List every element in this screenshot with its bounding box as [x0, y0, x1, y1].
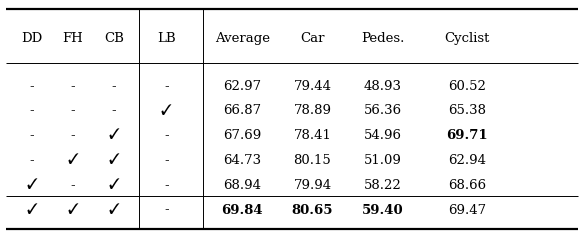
Text: ✓: ✓ [109, 179, 119, 192]
Text: 80.65: 80.65 [291, 203, 333, 217]
Text: Average: Average [215, 32, 270, 46]
Text: 78.89: 78.89 [293, 104, 332, 118]
Text: 78.41: 78.41 [294, 129, 331, 142]
Text: 80.15: 80.15 [294, 154, 331, 167]
Text: 68.66: 68.66 [448, 179, 486, 192]
Text: CB: CB [104, 32, 124, 46]
Text: DD: DD [22, 32, 43, 46]
Text: -: - [30, 129, 34, 142]
Text: 67.69: 67.69 [223, 129, 262, 142]
Text: Cyclist: Cyclist [444, 32, 490, 46]
Text: 62.94: 62.94 [448, 154, 486, 167]
Text: -: - [112, 104, 116, 118]
Text: Car: Car [300, 32, 325, 46]
Text: LB: LB [157, 32, 176, 46]
Text: -: - [164, 154, 169, 167]
Text: ✓: ✓ [109, 203, 119, 217]
Text: 56.36: 56.36 [363, 104, 402, 118]
Text: 54.96: 54.96 [363, 129, 402, 142]
Text: -: - [71, 129, 75, 142]
Text: 62.97: 62.97 [223, 80, 262, 93]
Text: ✓: ✓ [161, 104, 172, 118]
Text: 65.38: 65.38 [448, 104, 486, 118]
Text: 79.94: 79.94 [293, 179, 332, 192]
Text: 79.44: 79.44 [293, 80, 332, 93]
Text: 66.87: 66.87 [223, 104, 262, 118]
Text: Pedes.: Pedes. [361, 32, 404, 46]
Text: 51.09: 51.09 [364, 154, 401, 167]
Text: 68.94: 68.94 [223, 179, 262, 192]
Text: -: - [71, 179, 75, 192]
Text: -: - [30, 104, 34, 118]
Text: 59.40: 59.40 [361, 203, 404, 217]
Text: -: - [30, 80, 34, 93]
Text: FH: FH [62, 32, 84, 46]
Text: -: - [164, 129, 169, 142]
Text: 69.84: 69.84 [221, 203, 263, 217]
Text: ✓: ✓ [109, 154, 119, 167]
Text: -: - [164, 179, 169, 192]
Text: -: - [112, 80, 116, 93]
Text: ✓: ✓ [109, 129, 119, 142]
Text: -: - [30, 154, 34, 167]
Text: 69.47: 69.47 [448, 203, 486, 217]
Text: -: - [164, 203, 169, 217]
Text: 48.93: 48.93 [363, 80, 402, 93]
Text: 64.73: 64.73 [223, 154, 262, 167]
Text: ✓: ✓ [27, 179, 37, 192]
Text: 60.52: 60.52 [449, 80, 486, 93]
Text: -: - [71, 104, 75, 118]
Text: -: - [71, 80, 75, 93]
Text: ✓: ✓ [27, 203, 37, 217]
Text: ✓: ✓ [68, 154, 78, 167]
Text: -: - [164, 80, 169, 93]
Text: ✓: ✓ [68, 203, 78, 217]
Text: 58.22: 58.22 [364, 179, 401, 192]
Text: 69.71: 69.71 [446, 129, 488, 142]
